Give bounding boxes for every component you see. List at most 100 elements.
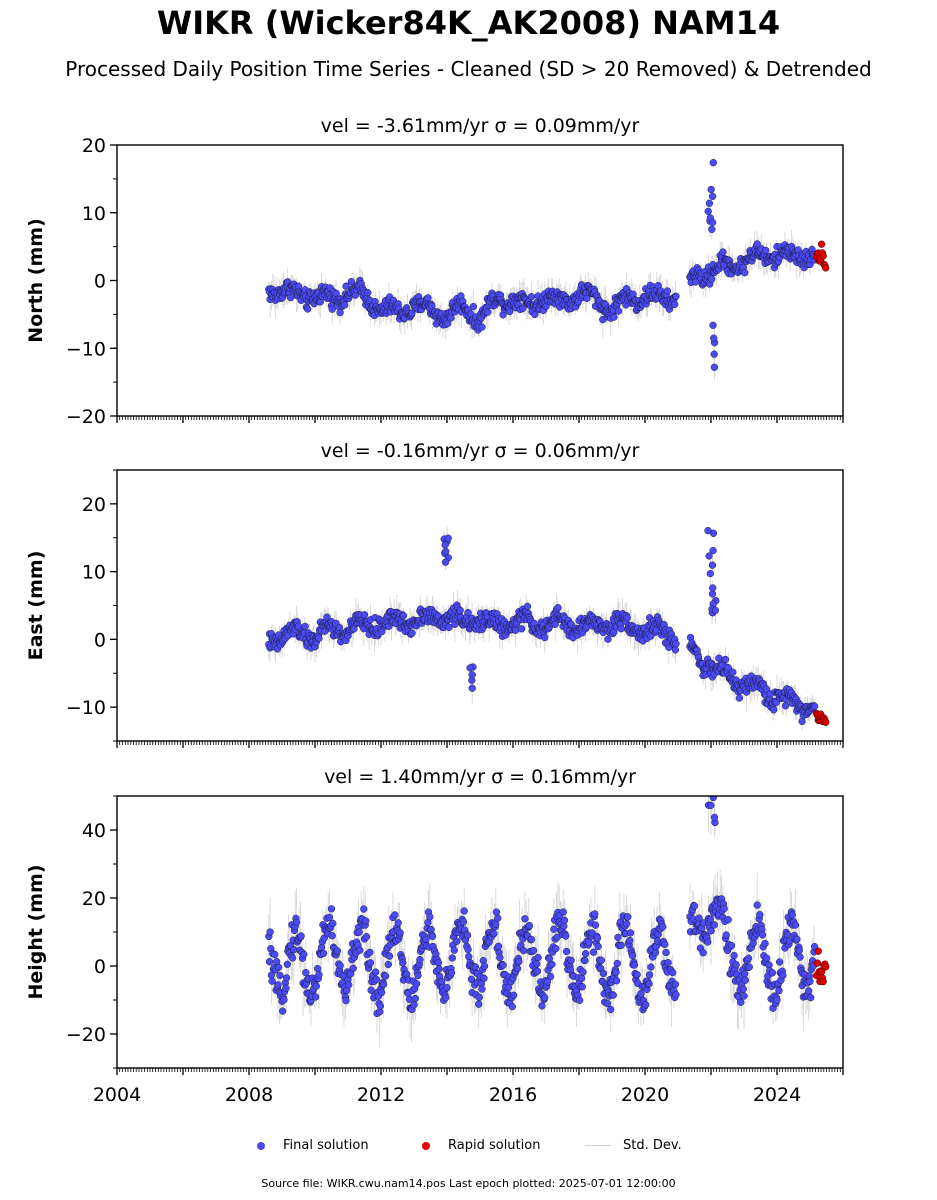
final-solution-point xyxy=(798,717,806,726)
final-solution-point xyxy=(541,994,549,1002)
x-tick-label: 2008 xyxy=(225,1084,273,1106)
final-solution-point xyxy=(416,955,424,964)
final-solution-point xyxy=(447,969,456,977)
final-solution-point xyxy=(661,940,669,949)
final-solution-point xyxy=(301,622,309,631)
panel-title-east: vel = -0.16mm/yr σ = 0.06mm/yr xyxy=(321,440,640,462)
final-solution-point xyxy=(492,908,501,916)
final-solution-point xyxy=(737,998,745,1006)
page-subtitle: Processed Daily Position Time Series - C… xyxy=(65,57,872,81)
final-solution-point xyxy=(297,932,305,940)
final-solution-point xyxy=(478,323,486,331)
final-solution-point xyxy=(499,961,507,969)
final-solution-point xyxy=(730,951,738,960)
final-solution-point xyxy=(467,975,476,983)
final-solution-point xyxy=(282,984,290,992)
final-solution-point xyxy=(445,623,453,631)
final-solution-point xyxy=(315,970,323,979)
final-solution-point xyxy=(672,292,680,300)
y-tick-label-height: 40 xyxy=(82,820,106,842)
final-solution-point xyxy=(708,225,716,234)
final-solution-point xyxy=(710,350,718,358)
final-solution-point xyxy=(704,526,712,535)
panel-title-height: vel = 1.40mm/yr σ = 0.16mm/yr xyxy=(324,766,636,788)
final-solution-point xyxy=(360,611,369,619)
final-solution-point xyxy=(709,159,717,167)
final-solution-point xyxy=(626,929,635,937)
panel-north: vel = -3.61mm/yr σ = 0.09mm/yr North (mm)… xyxy=(25,115,844,428)
axes-frame-east xyxy=(116,469,844,742)
final-solution-point xyxy=(543,978,551,986)
final-solution-point xyxy=(283,960,291,968)
final-solution-point xyxy=(604,635,612,643)
final-solution-point xyxy=(464,608,472,617)
final-solution-point xyxy=(613,959,621,968)
final-solution-point xyxy=(562,947,571,956)
final-solution-point xyxy=(442,994,450,1002)
final-solution-point xyxy=(274,981,282,989)
final-solution-point xyxy=(513,964,522,973)
final-solution-point xyxy=(478,985,486,993)
final-solution-point xyxy=(327,905,336,913)
final-solution-point xyxy=(550,925,558,933)
final-solution-point xyxy=(441,558,450,566)
final-solution-point xyxy=(527,293,536,301)
final-solution-point xyxy=(795,946,804,955)
final-solution-point xyxy=(672,991,680,999)
final-solution-point xyxy=(319,949,328,958)
final-solution-point xyxy=(741,970,749,978)
final-solution-point xyxy=(614,933,622,942)
final-solution-point xyxy=(647,963,655,971)
final-solution-point xyxy=(533,960,541,968)
final-solution-point xyxy=(585,938,593,946)
final-solution-point xyxy=(349,964,357,972)
final-solution-point xyxy=(710,813,719,822)
final-solution-point xyxy=(475,993,483,1002)
final-solution-point xyxy=(775,986,783,995)
final-solution-point xyxy=(519,946,528,955)
final-solution-point xyxy=(711,606,720,614)
final-solution-point xyxy=(396,929,404,937)
final-solution-point xyxy=(807,994,815,1002)
x-tick-label: 2004 xyxy=(93,1084,141,1106)
y-tick-label-east: −10 xyxy=(66,697,106,719)
final-solution-point xyxy=(559,908,567,916)
final-solution-point xyxy=(312,993,320,1001)
final-solution-point xyxy=(411,994,419,1003)
final-solution-point xyxy=(342,996,350,1005)
final-solution-point xyxy=(664,959,672,967)
final-solution-point xyxy=(567,956,575,964)
final-solution-point xyxy=(336,962,344,970)
final-solution-point xyxy=(796,953,804,961)
final-solution-point xyxy=(768,969,777,977)
final-solution-point xyxy=(770,706,778,714)
final-solution-point xyxy=(628,951,637,960)
final-solution-point xyxy=(266,928,274,936)
final-solution-point xyxy=(710,788,717,795)
final-solution-point xyxy=(534,953,542,962)
rapid-solution-point xyxy=(822,963,830,971)
final-solution-point xyxy=(671,980,680,988)
final-solution-point xyxy=(626,936,634,945)
panel-title-north: vel = -3.61mm/yr σ = 0.09mm/yr xyxy=(321,115,640,137)
final-solution-point xyxy=(753,901,761,909)
rapid-solution-point xyxy=(822,264,830,272)
final-solution-point xyxy=(408,629,416,637)
rapid-solution-point xyxy=(819,252,827,260)
final-solution-point xyxy=(471,963,480,971)
axes-frame-north xyxy=(116,144,844,417)
rapid-solution-point xyxy=(822,718,830,726)
final-solution-point xyxy=(466,664,474,672)
final-solution-point xyxy=(475,1000,483,1008)
final-solution-point xyxy=(617,941,625,949)
x-major-ticks-east xyxy=(116,741,844,748)
final-solution-point xyxy=(391,911,399,919)
final-solution-point xyxy=(456,606,464,614)
final-solution-point xyxy=(399,959,407,967)
final-solution-point xyxy=(671,646,680,654)
final-solution-point xyxy=(663,287,672,295)
final-solution-point xyxy=(428,932,437,941)
final-solution-point xyxy=(612,977,621,985)
rapid-solution-point xyxy=(813,959,822,967)
final-solution-point xyxy=(591,910,599,918)
